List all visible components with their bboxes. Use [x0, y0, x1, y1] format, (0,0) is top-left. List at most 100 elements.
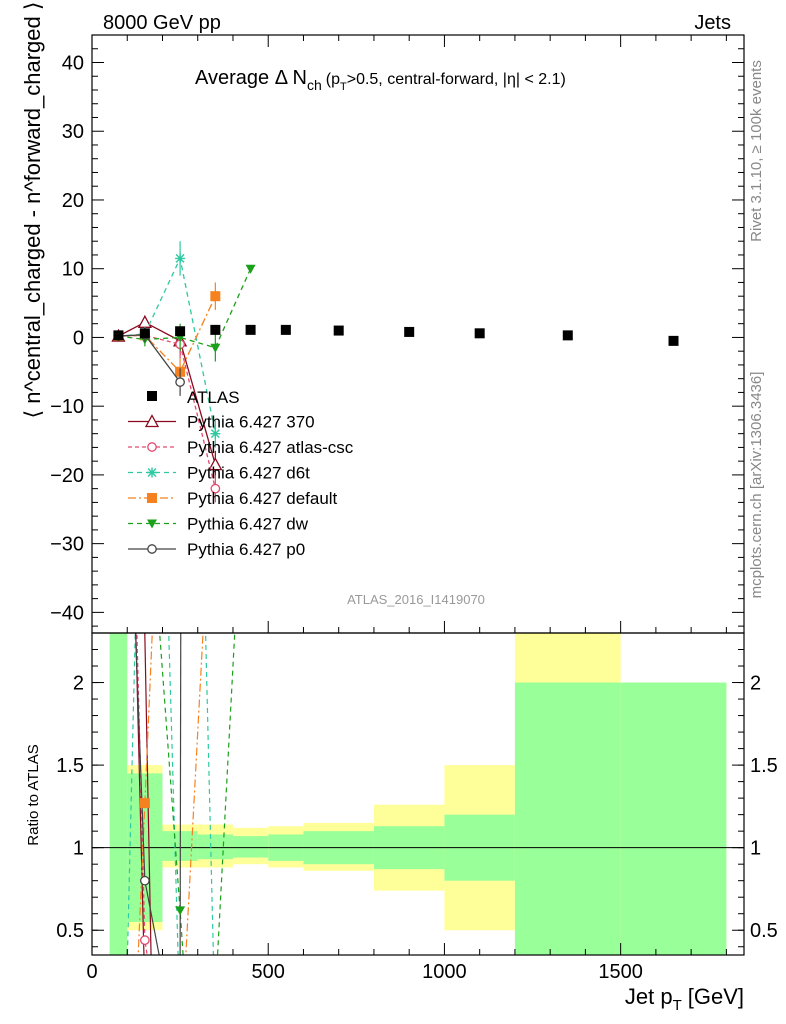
xlabel-text: Jet p [625, 984, 673, 1009]
y-tick-label: −10 [50, 396, 84, 418]
x-tick-label: 1500 [598, 961, 643, 983]
ratio-point-3 [139, 798, 150, 809]
ratio-point-5 [140, 875, 150, 886]
x-axis-label: Jet pT [GeV] [625, 984, 744, 1014]
data-point-7 [404, 326, 415, 337]
series-line-1 [118, 334, 216, 489]
legend-marker-1 [147, 442, 157, 452]
header-right: Jets [694, 12, 731, 34]
data-point-4 [245, 324, 256, 335]
ratio-panel [92, 633, 744, 955]
ratio-ratio_line2-4 [216, 633, 236, 955]
series-line-5 [118, 334, 181, 383]
xlabel-unit: [GeV] [688, 984, 744, 1009]
series-point-0-1 [137, 314, 152, 328]
legend-label-5: Pythia 6.427 p0 [187, 540, 305, 559]
series-line-2 [118, 256, 216, 434]
ratio-line-0-b [144, 633, 152, 955]
data-point-8 [474, 328, 485, 339]
series-point-4-4 [245, 264, 256, 274]
ratio-point-1 [140, 935, 150, 945]
ratio-ratio_line2-2 [168, 633, 179, 955]
ratio-tick-label-right: 1 [750, 838, 761, 860]
header-left: 8000 GeV pp [103, 12, 221, 34]
legend-marker-2 [147, 467, 157, 478]
data-point-10 [668, 335, 679, 346]
ratio-ratio_line2-5 [179, 633, 182, 955]
ratio-line-0-a [135, 633, 145, 955]
y-tick-label: 30 [62, 121, 84, 143]
ratio-tick-label: 1.5 [56, 755, 84, 777]
ratio-point-4 [175, 906, 186, 916]
y-tick-label: 20 [62, 190, 84, 212]
rivet-label: Rivet 3.1.10, ≥ 100k events [748, 60, 765, 242]
series-line-3 [118, 295, 216, 373]
ratio-band-green [232, 836, 269, 858]
y-tick-label: −30 [50, 534, 84, 556]
ylabel-text: ⟨ n^central_charged - n^forward_charged … [20, 2, 45, 419]
series-point-1-3 [210, 483, 221, 494]
ratio-band-green [620, 682, 727, 955]
series-line-0 [118, 321, 216, 465]
main-panel [111, 241, 679, 503]
data-points [113, 324, 679, 346]
series-line-4 [118, 268, 252, 349]
ratio-tick-label-right: 0.5 [750, 920, 778, 942]
legend-marker-data [147, 391, 157, 401]
legend-label-0: Pythia 6.427 370 [187, 413, 315, 432]
ratio-frame [91, 632, 745, 956]
legend-label-2: Pythia 6.427 d6t [187, 464, 310, 483]
data-point-3 [210, 324, 221, 335]
legend-marker-5 [147, 544, 157, 554]
xlabel-sub: T [673, 997, 682, 1014]
y-tick-label: 40 [62, 52, 84, 74]
ratio-band-green [109, 633, 128, 955]
data-point-2 [175, 326, 186, 337]
title-cut: (p [326, 71, 340, 88]
ratio-ratio_line-4 [159, 633, 184, 955]
legend-marker-4 [147, 519, 157, 529]
legend-marker-0 [144, 414, 160, 428]
series-point-0-3 [208, 457, 223, 471]
series-point-5-2 [175, 377, 185, 387]
data-point-9 [562, 330, 573, 341]
series-point-2-2 [175, 253, 186, 264]
ratio-bands [109, 633, 727, 955]
data-point-5 [280, 324, 291, 335]
y-axis-label: ⟨ n^central_charged - n^forward_charged … [20, 2, 45, 419]
ratio-tick-label: 0.5 [56, 920, 84, 942]
ratio-ratio_line2-3 [185, 633, 204, 955]
x-tick-label: 1000 [422, 961, 467, 983]
ratio-band-green [514, 682, 621, 955]
ratio-tick-label: 1 [73, 838, 84, 860]
legend-label-3: Pythia 6.427 default [187, 489, 338, 508]
x-tick-label: 0 [86, 961, 97, 983]
data-point-1 [139, 328, 150, 339]
series-point-2-3 [210, 428, 221, 439]
legend-label-data: ATLAS [187, 388, 240, 407]
legend-label-4: Pythia 6.427 dw [187, 515, 309, 534]
x-tick-label: 500 [252, 961, 285, 983]
plot-title: Average Δ Nch (pT>0.5, central-forward, |… [195, 67, 566, 93]
ratio-band-green [197, 834, 233, 860]
ratio-ratio_line3-2 [204, 633, 214, 955]
y-tick-label: 0 [73, 327, 84, 349]
data-point-6 [333, 325, 344, 336]
title-main: Average Δ N [195, 67, 307, 89]
ratio-tick-label: 2 [73, 673, 84, 695]
axes-layer: 40 30 20 10 0 −10 −20 −30 −40 0 500 1000 1500 2 2 1.5 1.… [50, 34, 778, 983]
legend-marker-3 [147, 493, 157, 503]
ratio-markers [139, 798, 186, 945]
mcplots-label: mcplots.cern.ch [arXiv:1306.3436] [748, 372, 765, 599]
y-tick-label: −20 [50, 465, 84, 487]
analysis-id: ATLAS_2016_I1419070 [347, 592, 485, 607]
ratio-tick-label-right: 1.5 [750, 755, 778, 777]
y-tick-label: −40 [50, 602, 84, 624]
title-cut-sub: T [340, 81, 347, 93]
data-point-0 [113, 330, 124, 341]
series-point-4-3 [210, 343, 221, 353]
title-rest: >0.5, central-forward, |η| < 2.1) [347, 71, 566, 88]
ratio-tick-label-right: 2 [750, 673, 761, 695]
legend: ATLAS Pythia 6.427 370 Pythia 6.427 atlas-… [128, 388, 354, 559]
